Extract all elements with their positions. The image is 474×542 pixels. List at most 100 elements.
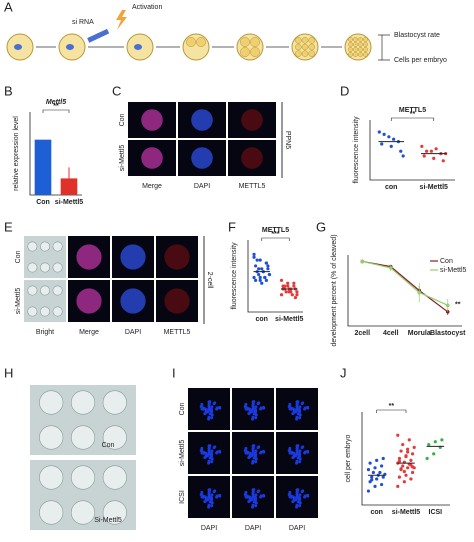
nucleus (254, 449, 258, 453)
nucleus (218, 494, 222, 498)
nucleus (290, 406, 294, 410)
point (264, 278, 268, 282)
point (406, 466, 410, 470)
point (286, 284, 290, 288)
point (396, 433, 400, 437)
nucleus (295, 400, 299, 404)
point (252, 275, 256, 280)
nucleus (262, 450, 266, 454)
y-axis-label: development percent (% of cleaved) (331, 234, 338, 346)
embryo-bright (27, 285, 38, 296)
nucleus (207, 444, 211, 448)
nucleus (254, 405, 258, 409)
nucleus (207, 451, 211, 455)
nucleus (251, 461, 255, 465)
point (401, 464, 405, 468)
embryo (182, 33, 210, 61)
y-axis-label: relative expression level (13, 116, 20, 191)
nucleus (298, 405, 302, 409)
nucleus (303, 406, 307, 410)
point (404, 454, 408, 458)
point (266, 264, 270, 268)
nucleus (218, 406, 222, 410)
embryo (236, 33, 264, 61)
blastomere (308, 50, 315, 57)
axes (369, 120, 455, 181)
nucleus (295, 451, 299, 455)
nucleus (253, 499, 257, 503)
point (440, 438, 444, 442)
embryo-bright (40, 262, 50, 273)
nucleus (251, 451, 255, 455)
point (253, 278, 258, 282)
blastomere (348, 52, 353, 57)
point (368, 461, 372, 465)
nucleus (218, 450, 222, 454)
nucleus (291, 456, 295, 460)
point (263, 275, 267, 280)
nucleus (251, 444, 255, 448)
nucleus (298, 493, 302, 497)
col-label: Merge (142, 183, 162, 190)
nucleus (251, 505, 255, 509)
nucleus (259, 406, 263, 410)
point (409, 458, 413, 462)
point (255, 258, 259, 262)
embryo-bright (70, 500, 96, 525)
nucleus (246, 406, 250, 410)
nucleus (203, 456, 207, 460)
embryo-bright (70, 390, 96, 415)
point (404, 473, 408, 477)
nucleus (288, 402, 292, 406)
point (286, 281, 290, 285)
nucleus (262, 406, 266, 410)
point (257, 267, 261, 271)
col-label: Merge (79, 329, 99, 336)
nucleus (203, 500, 207, 504)
x-tick-label: si-Mettl5 (55, 199, 84, 206)
point (279, 293, 284, 297)
point (392, 137, 396, 141)
cell-signal (191, 147, 213, 169)
point (287, 290, 291, 294)
row-label: Con (179, 402, 186, 415)
col-label: DAPI (194, 183, 210, 190)
x-tick-label: Blastocyst (430, 330, 466, 337)
blastomere (363, 47, 368, 52)
nucleus (298, 504, 302, 508)
point (258, 275, 262, 280)
x-tick-label: Con (36, 199, 50, 206)
panel-label: G (316, 219, 326, 234)
point (295, 293, 299, 297)
nucleus (253, 455, 257, 459)
nucleus (251, 407, 255, 411)
nucleus (215, 406, 219, 410)
nucleus (297, 499, 301, 503)
nucleus (291, 500, 295, 504)
embryo-bright (52, 241, 63, 252)
blastomere (353, 37, 358, 42)
point (379, 464, 384, 468)
x-tick-label: con (370, 509, 382, 516)
nucleus (303, 450, 307, 454)
point (267, 272, 272, 277)
point (292, 281, 296, 285)
nucleus (297, 411, 301, 415)
x-tick-label: si-Mettl5 (420, 184, 449, 191)
blastomere (348, 42, 353, 47)
embryo-bright (52, 306, 63, 317)
cell-signal (164, 288, 190, 314)
nucleus (210, 449, 214, 453)
embryo-bright (102, 390, 127, 415)
significance: ** (455, 301, 461, 308)
nucleus (301, 489, 305, 493)
point (441, 159, 445, 163)
nucleus (298, 449, 302, 453)
point (371, 470, 375, 475)
nucleus (207, 505, 211, 509)
point (264, 261, 268, 265)
panel-label: J (340, 365, 347, 380)
embryo-bright (39, 390, 64, 415)
point (410, 470, 415, 475)
embryo-bright (40, 306, 50, 317)
